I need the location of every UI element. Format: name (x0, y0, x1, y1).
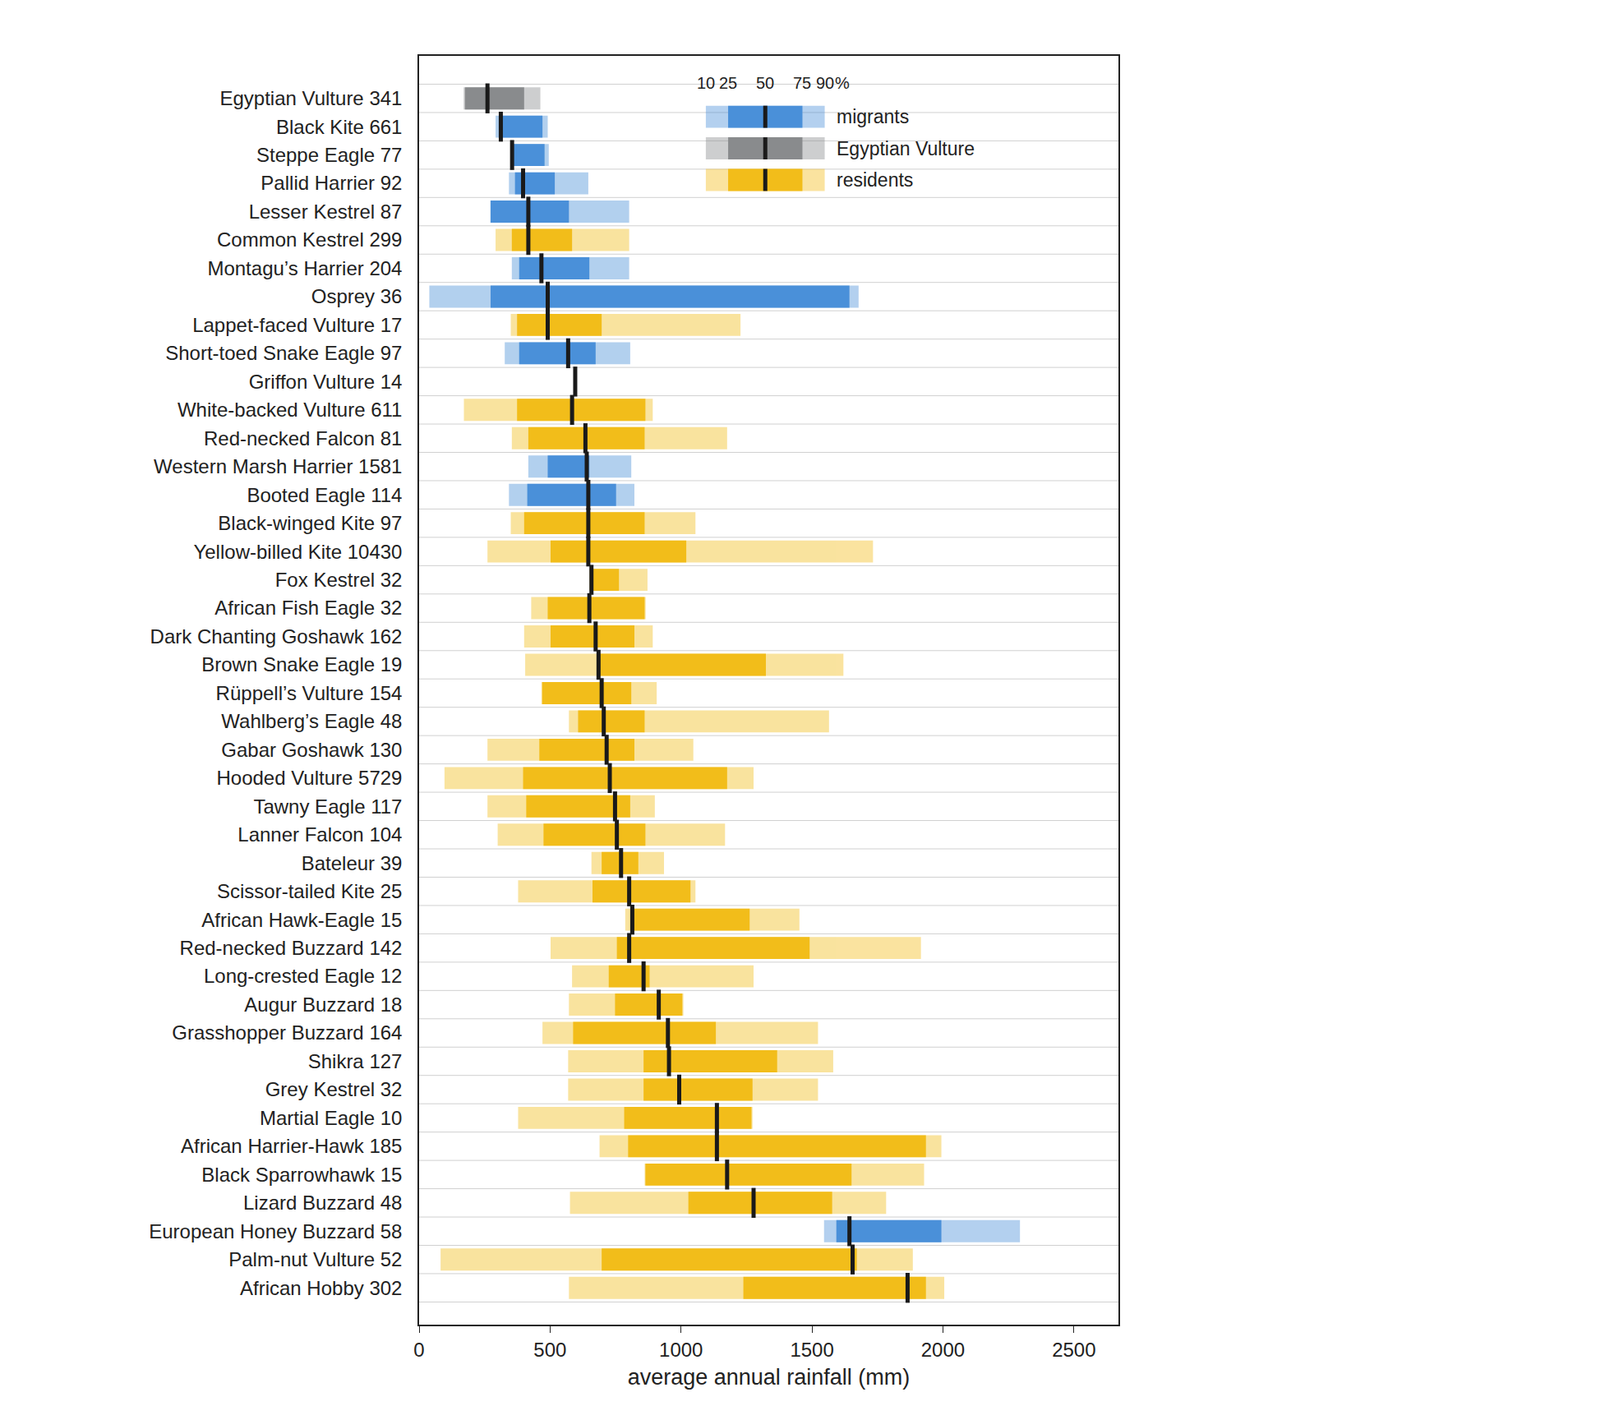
svg-text:Lappet-faced Vulture 17: Lappet-faced Vulture 17 (192, 313, 402, 337)
svg-text:Lesser Kestrel 87: Lesser Kestrel 87 (248, 200, 403, 223)
svg-text:0: 0 (413, 1338, 425, 1361)
svg-text:Pallid Harrier 92: Pallid Harrier 92 (260, 171, 402, 194)
svg-text:Short-toed Snake Eagle 97: Short-toed Snake Eagle 97 (165, 341, 402, 365)
svg-text:10: 10 (696, 73, 715, 93)
svg-text:African Fish Eagle 32: African Fish Eagle 32 (214, 596, 402, 619)
svg-text:Bateleur 39: Bateleur 39 (301, 852, 403, 875)
svg-text:African Harrier-Hawk 185: African Harrier-Hawk 185 (180, 1134, 402, 1158)
svg-text:Red-necked Buzzard 142: Red-necked Buzzard 142 (179, 936, 403, 960)
svg-text:Black Sparrowhawk 15: Black Sparrowhawk 15 (201, 1163, 402, 1186)
svg-text:Red-necked Falcon 81: Red-necked Falcon 81 (203, 427, 402, 450)
svg-text:1500: 1500 (789, 1338, 834, 1361)
svg-text:500: 500 (533, 1338, 567, 1361)
svg-text:Wahlberg’s Eagle 48: Wahlberg’s Eagle 48 (221, 710, 402, 733)
svg-text:2500: 2500 (1051, 1338, 1096, 1361)
svg-text:Black-winged Kite 97: Black-winged Kite 97 (217, 511, 402, 535)
svg-text:Tawny Eagle 117: Tawny Eagle 117 (253, 795, 402, 818)
svg-text:Lizard Buzzard 48: Lizard Buzzard 48 (243, 1191, 402, 1214)
svg-text:Egyptian Vulture 341: Egyptian Vulture 341 (220, 87, 403, 110)
svg-text:Steppe Eagle 77: Steppe Eagle 77 (256, 143, 402, 166)
svg-text:Shikra 127: Shikra 127 (308, 1050, 403, 1073)
svg-text:Egyptian Vulture: Egyptian Vulture (836, 138, 975, 160)
svg-text:Yellow-billed Kite 10430: Yellow-billed Kite 10430 (193, 540, 402, 563)
svg-text:Dark Chanting Goshawk 162: Dark Chanting Goshawk 162 (150, 625, 403, 648)
svg-text:Griffon Vulture 14: Griffon Vulture 14 (248, 370, 403, 393)
svg-text:Montagu’s Harrier 204: Montagu’s Harrier 204 (207, 257, 402, 280)
svg-text:2000: 2000 (921, 1338, 965, 1361)
svg-text:Hooded Vulture 5729: Hooded Vulture 5729 (216, 766, 402, 789)
svg-text:Augur Buzzard 18: Augur Buzzard 18 (244, 993, 402, 1016)
svg-text:1000: 1000 (659, 1338, 703, 1361)
svg-text:50: 50 (756, 73, 775, 93)
svg-text:Fox Kestrel 32: Fox Kestrel 32 (275, 568, 403, 591)
svg-text:Brown Snake Eagle 19: Brown Snake Eagle 19 (201, 653, 402, 676)
svg-text:Common Kestrel 299: Common Kestrel 299 (216, 228, 402, 251)
svg-text:90: 90 (816, 73, 835, 93)
svg-text:European Honey Buzzard 58: European Honey Buzzard 58 (148, 1220, 402, 1243)
svg-text:African Hawk-Eagle 15: African Hawk-Eagle 15 (201, 908, 402, 932)
svg-text:75: 75 (793, 73, 812, 93)
svg-text:Osprey 36: Osprey 36 (311, 285, 403, 308)
svg-text:Gabar Goshawk 130: Gabar Goshawk 130 (221, 738, 402, 761)
svg-text:average annual rainfall (mm): average annual rainfall (mm) (627, 1364, 911, 1390)
svg-text:Grasshopper Buzzard 164: Grasshopper Buzzard 164 (171, 1021, 402, 1044)
svg-text:Palm-nut Vulture 52: Palm-nut Vulture 52 (228, 1248, 402, 1271)
svg-text:African Hobby 302: African Hobby 302 (239, 1277, 402, 1300)
svg-text:Lanner Falcon 104: Lanner Falcon 104 (237, 823, 402, 846)
svg-text:Booted Eagle 114: Booted Eagle 114 (246, 484, 402, 507)
svg-text:Long-crested Eagle 12: Long-crested Eagle 12 (203, 964, 403, 987)
svg-text:%: % (834, 73, 850, 93)
svg-text:Scissor-tailed Kite 25: Scissor-tailed Kite 25 (216, 880, 402, 903)
svg-text:residents: residents (836, 169, 913, 191)
svg-text:Martial Eagle 10: Martial Eagle 10 (259, 1106, 402, 1130)
svg-text:Black Kite 661: Black Kite 661 (276, 115, 402, 139)
svg-text:Grey Kestrel 32: Grey Kestrel 32 (265, 1078, 403, 1101)
svg-text:25: 25 (719, 73, 738, 93)
svg-text:Western Marsh Harrier 1581: Western Marsh Harrier 1581 (153, 455, 402, 478)
svg-text:migrants: migrants (836, 106, 909, 128)
svg-text:Rüppell’s Vulture 154: Rüppell’s Vulture 154 (216, 682, 403, 705)
svg-text:White-backed Vulture 611: White-backed Vulture 611 (177, 398, 402, 421)
